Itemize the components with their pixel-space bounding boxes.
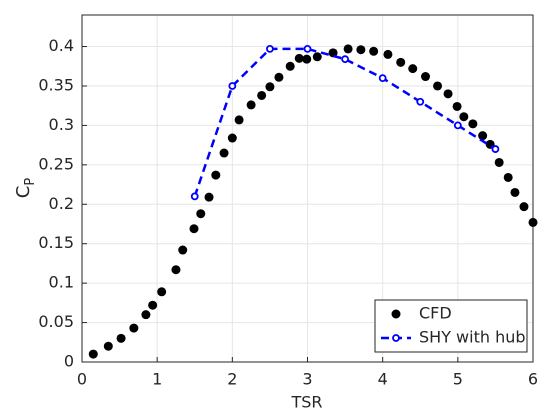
data-point [303,45,312,53]
data-point [274,72,284,82]
x-axis-label: TSR [290,393,322,412]
x-tick-label: 3 [302,370,312,389]
legend-label: CFD [419,304,452,323]
data-point [285,61,295,71]
data-point [378,74,387,82]
data-point [148,300,158,310]
data-point [433,81,443,91]
y-tick-label: 0.15 [38,233,74,252]
data-point [503,172,513,182]
x-tick-label: 4 [378,370,388,389]
legend-marker [392,334,400,342]
data-point [343,44,353,54]
y-label-sub: P [23,178,38,186]
data-point [416,97,425,106]
data-point [211,170,221,180]
series-line [193,47,497,197]
data-point [494,157,504,167]
data-point [294,53,304,63]
x-tick-label: 6 [528,370,538,389]
data-point [312,52,322,62]
data-point [204,192,214,202]
x-tick-label: 0 [77,370,87,389]
data-point [157,287,167,297]
data-point [227,133,237,143]
data-point [459,112,469,122]
data-point [491,145,500,153]
data-point [510,187,520,197]
data-point [88,349,98,359]
data-point [171,265,181,275]
y-tick-label: 0.1 [49,273,74,292]
data-point [246,100,256,110]
data-point [129,323,139,333]
data-point [178,245,188,255]
data-point [421,72,431,82]
y-tick-label: 0 [64,352,74,371]
y-tick-label: 0.2 [49,194,74,213]
y-tick-label: 0.25 [38,154,74,173]
data-point [266,45,274,53]
data-point [369,46,379,56]
data-point [116,333,126,343]
y-axis-label: CP [13,178,38,199]
data-point [190,192,199,201]
legend-box [374,299,528,353]
data-point [341,55,349,64]
data-point [302,54,312,64]
data-point [189,224,199,234]
x-tick-label: 1 [152,370,162,389]
data-point [356,45,366,55]
legend-marker [391,309,401,319]
data-point [228,82,237,90]
data-point [478,131,488,141]
y-tick-label: 0.3 [49,115,74,134]
data-point [103,341,113,351]
data-point [219,148,229,158]
data-point [141,310,151,320]
legend-label: SHY with hub [419,328,526,347]
data-point [265,82,275,92]
data-point [196,209,206,219]
x-tick-label: 5 [453,370,463,389]
data-point [383,49,393,59]
y-tick-label: 0.4 [49,36,74,55]
data-point [468,119,478,129]
y-tick-label: 0.35 [38,75,74,94]
data-point [519,202,529,212]
data-point [443,89,453,99]
x-tick-label: 2 [227,370,237,389]
data-point [257,90,267,100]
y-label-main: C [13,186,34,199]
plot-frame [81,14,534,363]
data-point [396,57,406,67]
data-point [408,64,418,74]
data-point [234,115,244,125]
data-point [453,121,462,130]
data-point [328,48,338,58]
data-point [528,217,538,227]
data-point [452,101,462,111]
y-tick-label: 0.05 [38,312,74,331]
